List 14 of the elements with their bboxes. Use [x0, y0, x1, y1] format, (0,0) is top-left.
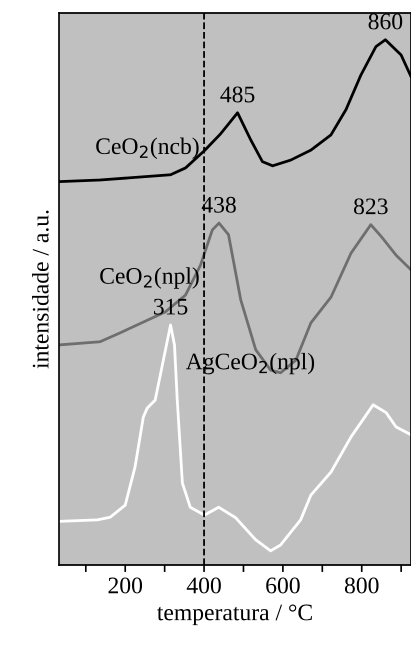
x-axis-title: temperatura / °C	[157, 604, 312, 626]
series-label: AgCeO$_{2}$(npl)	[186, 352, 314, 374]
annotation: 823	[354, 198, 388, 214]
series-label: CeO$_{2}$(npl)	[100, 267, 199, 289]
annotation: 485	[220, 86, 254, 102]
annotation: 860	[368, 14, 402, 30]
x-tick-label: 600	[266, 577, 300, 594]
x-tick-label: 800	[344, 577, 379, 594]
annotation: 438	[202, 196, 236, 213]
y-axis-title: intensidade / a.u.	[32, 210, 49, 368]
x-tick-label: 200	[108, 577, 142, 594]
x-tick-label: 400	[186, 577, 221, 594]
series-label: CeO$_{2}$(ncb)	[96, 138, 199, 159]
annotation: 315	[154, 298, 188, 315]
